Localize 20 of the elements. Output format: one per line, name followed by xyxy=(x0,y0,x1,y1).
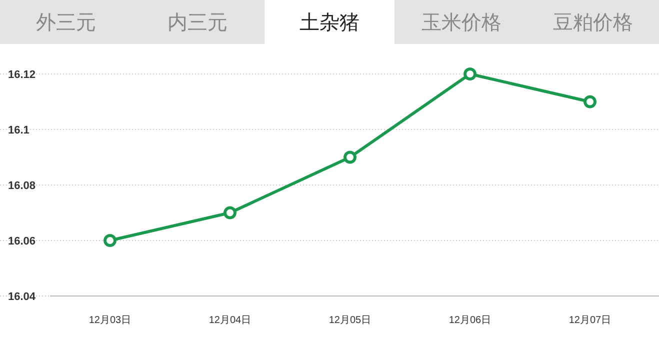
y-tick-label: 16.06 xyxy=(8,236,36,248)
y-tick-label: 16.12 xyxy=(8,69,36,81)
point xyxy=(584,95,596,108)
y-tick-label: 16.1 xyxy=(8,124,30,136)
point xyxy=(344,150,356,164)
point xyxy=(464,68,476,80)
x-tick-label: 12月05日 xyxy=(328,315,372,326)
text: 外三元 xyxy=(36,12,96,34)
text: 内三元 xyxy=(168,12,228,34)
x-tick-label: 12月06日 xyxy=(448,315,492,326)
point xyxy=(224,206,236,220)
x-tick-label: 12月07日 xyxy=(568,315,612,326)
point xyxy=(104,234,116,247)
y-tick-label: 16.08 xyxy=(8,180,36,192)
chart-title: 土杂猪 xyxy=(300,12,360,34)
x-tick-label: 12月04日 xyxy=(208,315,252,326)
text: 玉米价格 xyxy=(421,12,502,34)
x-tick-label: 12月03日 xyxy=(88,315,132,326)
text: 豆粕价格 xyxy=(553,12,634,34)
y-tick-label: 16.04 xyxy=(8,291,36,303)
